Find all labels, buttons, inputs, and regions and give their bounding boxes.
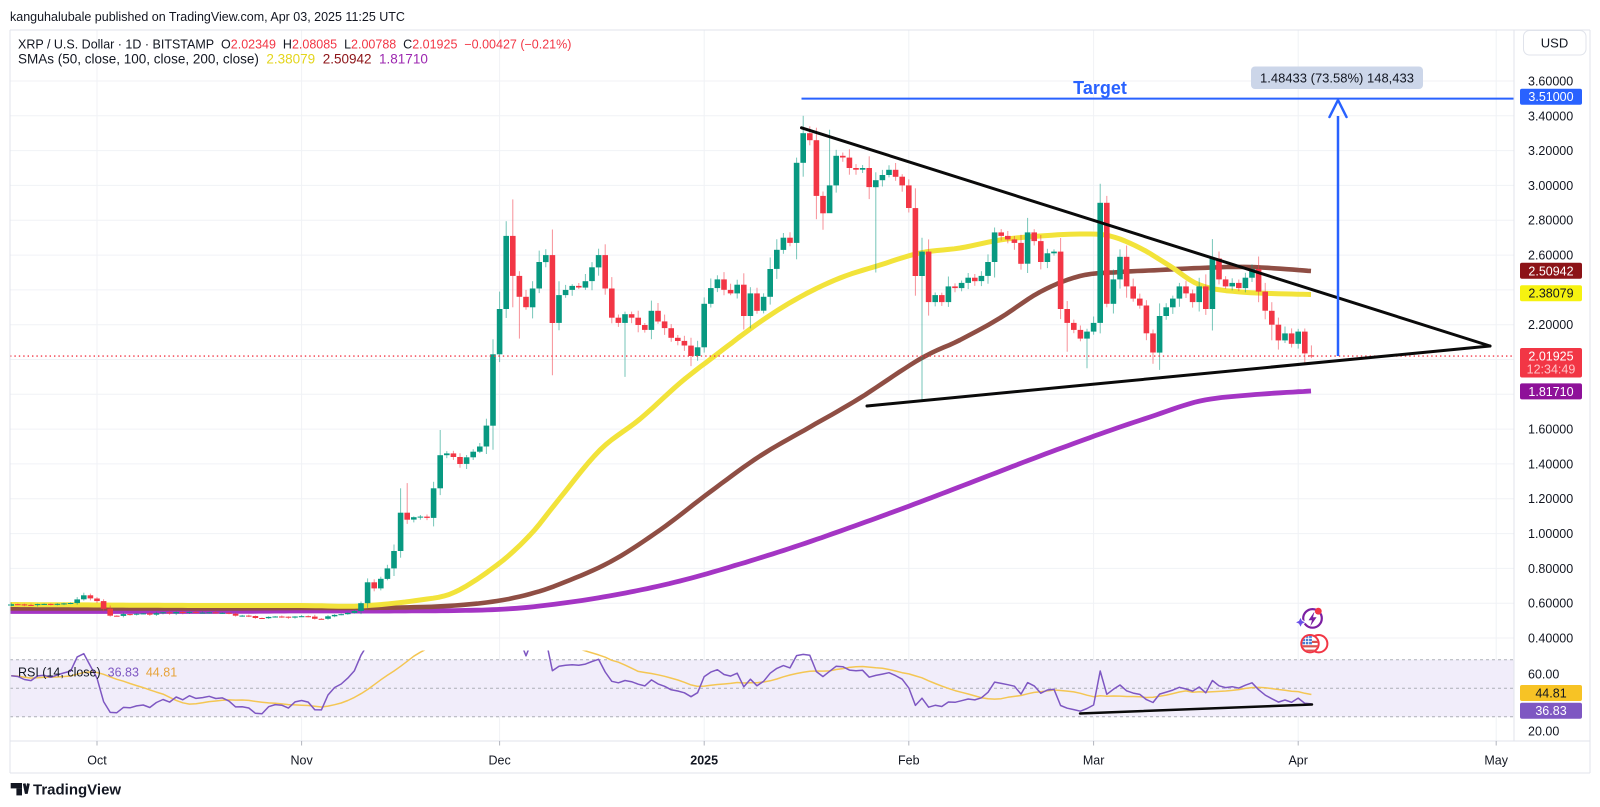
svg-text:0.60000: 0.60000 (1528, 597, 1573, 611)
svg-text:2.01925: 2.01925 (1528, 350, 1573, 364)
svg-text:12:34:49: 12:34:49 (1527, 363, 1576, 377)
svg-text:36.83: 36.83 (1535, 704, 1566, 718)
svg-text:1.20000: 1.20000 (1528, 492, 1573, 506)
svg-text:Dec: Dec (488, 754, 510, 768)
svg-text:1.40000: 1.40000 (1528, 457, 1573, 471)
svg-text:Oct: Oct (87, 754, 107, 768)
svg-text:1.81710: 1.81710 (1528, 385, 1573, 399)
svg-text:SMAs (50, close, 100, close, 2: SMAs (50, close, 100, close, 200, close)… (18, 52, 428, 67)
svg-text:3.51000: 3.51000 (1528, 90, 1573, 104)
svg-text:RSI (14, close) 36.83 44.81: RSI (14, close) 36.83 44.81 (18, 666, 177, 680)
svg-text:3.40000: 3.40000 (1528, 109, 1573, 123)
svg-text:Target: Target (1073, 78, 1127, 98)
svg-text:2.50942: 2.50942 (1528, 264, 1573, 278)
svg-text:2.80000: 2.80000 (1528, 214, 1573, 228)
svg-text:kanguhalubale published on Tra: kanguhalubale published on TradingView.c… (10, 10, 405, 24)
svg-text:2025: 2025 (690, 754, 718, 768)
svg-text:0.80000: 0.80000 (1528, 562, 1573, 576)
svg-text:2.60000: 2.60000 (1528, 249, 1573, 263)
svg-text:1.60000: 1.60000 (1528, 423, 1573, 437)
svg-text:60.00: 60.00 (1528, 668, 1559, 682)
svg-text:Feb: Feb (898, 754, 920, 768)
svg-text:3.60000: 3.60000 (1528, 75, 1573, 89)
svg-text:TradingView: TradingView (33, 782, 121, 799)
svg-text:XRP / U.S. Dollar · 1D · BITST: XRP / U.S. Dollar · 1D · BITSTAMP O2.023… (18, 38, 571, 52)
svg-text:20.00: 20.00 (1528, 725, 1559, 739)
svg-text:44.81: 44.81 (1535, 687, 1566, 701)
svg-text:Nov: Nov (290, 754, 313, 768)
svg-text:May: May (1484, 754, 1508, 768)
svg-text:3.20000: 3.20000 (1528, 144, 1573, 158)
svg-text:Apr: Apr (1288, 754, 1307, 768)
svg-text:Mar: Mar (1083, 754, 1105, 768)
svg-text:1.48433 (73.58%) 148,433: 1.48433 (73.58%) 148,433 (1260, 71, 1414, 86)
svg-text:USD: USD (1541, 36, 1568, 51)
svg-text:3.00000: 3.00000 (1528, 179, 1573, 193)
svg-text:1.00000: 1.00000 (1528, 527, 1573, 541)
svg-text:2.38079: 2.38079 (1528, 287, 1573, 301)
svg-text:0.40000: 0.40000 (1528, 632, 1573, 646)
svg-text:2.20000: 2.20000 (1528, 318, 1573, 332)
